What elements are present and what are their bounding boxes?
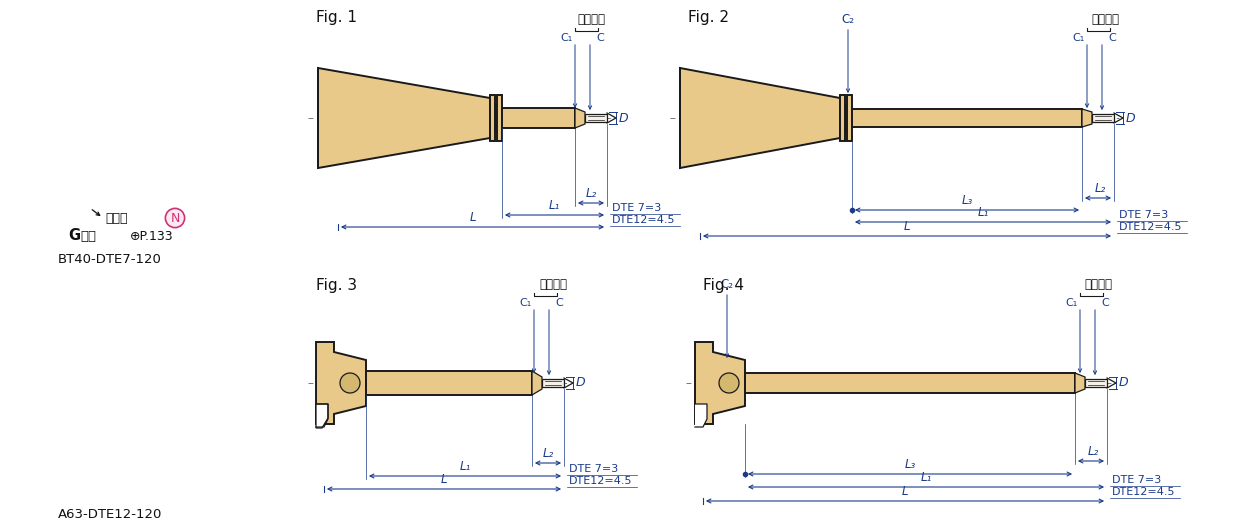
- Text: L₂: L₂: [586, 187, 597, 200]
- Text: D: D: [1126, 111, 1136, 124]
- Text: C₂: C₂: [721, 278, 733, 291]
- Text: ⊕P.133: ⊕P.133: [130, 229, 174, 243]
- Bar: [542, 379, 563, 387]
- Text: Fig. 4: Fig. 4: [702, 278, 745, 293]
- Text: C: C: [555, 298, 562, 308]
- Text: L₁: L₁: [921, 471, 932, 484]
- Text: 冷却液帽: 冷却液帽: [539, 278, 567, 291]
- Circle shape: [340, 373, 360, 393]
- Text: DTE12=4.5: DTE12=4.5: [570, 476, 633, 486]
- Text: C: C: [1108, 33, 1116, 43]
- Text: L₂: L₂: [1087, 445, 1098, 458]
- Bar: [496, 95, 503, 141]
- Polygon shape: [1082, 109, 1092, 127]
- Polygon shape: [316, 404, 328, 428]
- Text: DTE12=4.5: DTE12=4.5: [1112, 487, 1175, 497]
- Text: DTE 7=3: DTE 7=3: [1119, 210, 1168, 220]
- Text: 冷却液帽: 冷却液帽: [1083, 278, 1112, 291]
- Text: BT40-DTE7-120: BT40-DTE7-120: [58, 253, 161, 266]
- Text: L₁: L₁: [459, 460, 470, 473]
- Text: Fig. 1: Fig. 1: [316, 10, 357, 25]
- Text: DTE 7=3: DTE 7=3: [1112, 475, 1162, 485]
- Text: L: L: [441, 473, 447, 486]
- Bar: [366, 371, 532, 395]
- Text: D: D: [576, 376, 586, 390]
- Text: L₃: L₃: [962, 194, 973, 207]
- Text: A63-DTE12-120: A63-DTE12-120: [58, 508, 163, 521]
- Bar: [495, 104, 496, 132]
- Polygon shape: [318, 68, 490, 168]
- Polygon shape: [695, 342, 745, 424]
- Polygon shape: [695, 404, 707, 427]
- Text: C₁: C₁: [1072, 33, 1085, 43]
- Text: L₁: L₁: [549, 199, 560, 212]
- Text: Fig. 3: Fig. 3: [316, 278, 357, 293]
- Text: 平衡値: 平衡値: [105, 212, 128, 225]
- Text: N: N: [170, 212, 180, 225]
- Text: L₂: L₂: [1095, 182, 1106, 195]
- Text: L₃: L₃: [905, 458, 916, 471]
- Text: 冷却液帽: 冷却液帽: [1091, 13, 1119, 26]
- Text: DTE 7=3: DTE 7=3: [570, 464, 618, 474]
- Bar: [845, 104, 848, 132]
- Bar: [490, 95, 495, 141]
- Text: C₂: C₂: [841, 13, 855, 26]
- Text: G: G: [68, 228, 81, 244]
- Text: C₁: C₁: [1066, 298, 1078, 308]
- Text: L₁: L₁: [978, 206, 989, 219]
- Text: DTE 7=3: DTE 7=3: [612, 203, 661, 213]
- Text: L: L: [902, 485, 908, 498]
- Text: D: D: [1119, 376, 1128, 390]
- Text: C: C: [596, 33, 604, 43]
- Text: L₂: L₂: [542, 447, 553, 460]
- Bar: [840, 95, 845, 141]
- Text: L: L: [903, 220, 910, 233]
- Text: DTE12=4.5: DTE12=4.5: [1119, 222, 1183, 232]
- Text: D: D: [619, 111, 629, 124]
- Text: 冷却液帽: 冷却液帽: [577, 13, 606, 26]
- Bar: [503, 108, 575, 128]
- Polygon shape: [1075, 373, 1085, 393]
- Bar: [848, 95, 853, 141]
- Text: C: C: [1101, 298, 1108, 308]
- Polygon shape: [316, 342, 366, 424]
- Polygon shape: [532, 371, 542, 395]
- Text: Fig. 2: Fig. 2: [688, 10, 728, 25]
- Text: L: L: [469, 211, 475, 224]
- Bar: [585, 114, 607, 122]
- Text: 等级: 等级: [79, 229, 96, 243]
- Text: C₁: C₁: [561, 33, 573, 43]
- Text: DTE12=4.5: DTE12=4.5: [612, 215, 675, 225]
- Bar: [1085, 379, 1107, 387]
- Bar: [1092, 114, 1114, 122]
- Text: C₁: C₁: [520, 298, 532, 308]
- Bar: [745, 373, 1075, 393]
- Bar: [853, 109, 1082, 127]
- Polygon shape: [680, 68, 840, 168]
- Polygon shape: [575, 108, 585, 128]
- Circle shape: [719, 373, 738, 393]
